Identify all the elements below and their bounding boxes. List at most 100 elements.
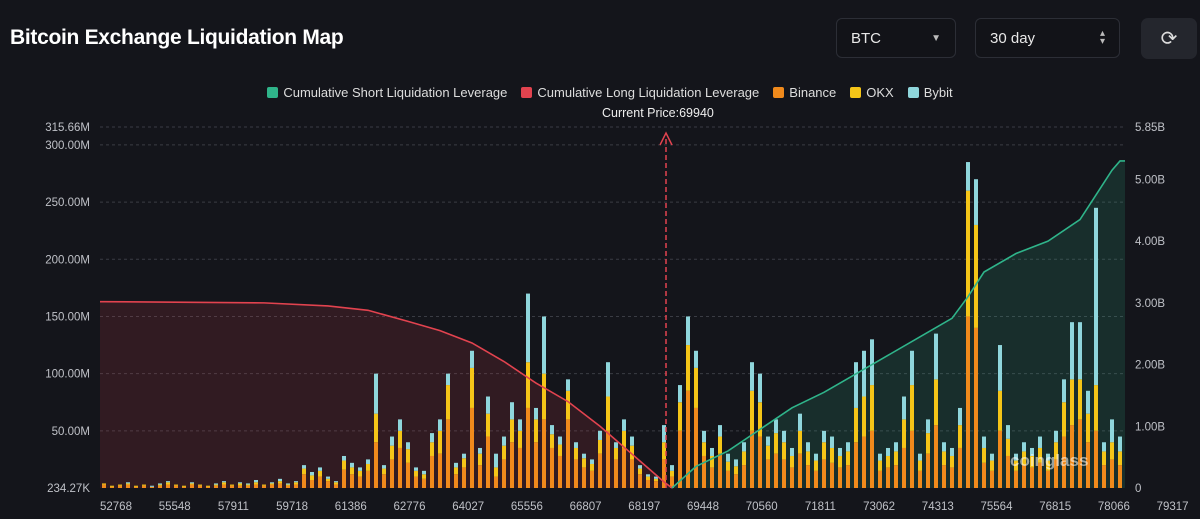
short-area: [672, 160, 1125, 488]
binance-bar: [398, 447, 402, 488]
binance-bar: [350, 474, 354, 488]
okx-bar: [806, 451, 810, 466]
bybit-bar: [446, 373, 450, 386]
bybit-bar: [166, 481, 170, 483]
binance-bar: [118, 485, 122, 488]
current-price-label: Current Price:69940: [602, 106, 714, 120]
binance-bar: [774, 453, 778, 488]
binance-bar: [1054, 459, 1058, 488]
binance-bar: [262, 485, 266, 488]
okx-bar: [550, 434, 554, 448]
binance-bar: [830, 462, 834, 488]
binance-bar: [886, 467, 890, 488]
binance-bar: [926, 453, 930, 488]
okx-bar: [1054, 442, 1058, 460]
binance-bar: [302, 474, 306, 488]
okx-bar: [846, 451, 850, 466]
bybit-bar: [310, 471, 314, 476]
legend-binance[interactable]: Binance: [773, 85, 836, 100]
bybit-bar: [222, 481, 226, 483]
binance-bar: [542, 419, 546, 488]
bybit-bar: [190, 482, 194, 484]
legend-bybit[interactable]: Bybit: [907, 85, 953, 100]
current-price-arrow-icon: [659, 131, 673, 146]
binance-bar: [190, 484, 194, 488]
binance-bar: [838, 467, 842, 488]
bybit-bar: [1006, 425, 1010, 439]
binance-bar: [902, 447, 906, 488]
bybit-bar: [846, 442, 850, 452]
okx-bar: [1118, 451, 1122, 466]
okx-bar: [462, 458, 466, 468]
okx-bar: [390, 445, 394, 460]
binance-bar: [1094, 430, 1098, 488]
bybit-bar: [790, 447, 794, 456]
okx-swatch: [850, 87, 862, 98]
binance-bar: [238, 485, 242, 488]
range-select-value: 30 day: [990, 29, 1036, 47]
legend-label: Binance: [789, 85, 837, 100]
legend: Cumulative Short Liquidation Leverage Cu…: [0, 85, 1200, 100]
refresh-button[interactable]: ⟳: [1141, 18, 1197, 59]
okx-bar: [982, 447, 986, 463]
range-select[interactable]: 30 day ▴ ▾: [975, 18, 1120, 58]
bybit-bar: [902, 396, 906, 420]
okx-bar: [534, 419, 538, 443]
binance-bar: [486, 436, 490, 488]
okx-bar: [334, 482, 338, 485]
x-tick-label: 65556: [511, 501, 543, 513]
okx-bar: [166, 482, 170, 485]
bybit-bar: [566, 379, 570, 391]
binance-bar: [270, 484, 274, 488]
binance-bar: [166, 484, 170, 488]
x-tick-label: 79317: [1157, 501, 1189, 513]
binance-bar: [134, 486, 138, 488]
okx-bar: [278, 481, 282, 484]
legend-okx[interactable]: OKX: [850, 85, 894, 100]
binance-bar: [1038, 462, 1042, 488]
binance-bar: [446, 419, 450, 488]
bybit-swatch: [907, 87, 919, 98]
bybit-bar: [862, 350, 866, 397]
okx-bar: [950, 455, 954, 468]
binance-bar: [1030, 467, 1034, 488]
binance-bar: [1062, 436, 1066, 488]
legend-short[interactable]: Cumulative Short Liquidation Leverage: [267, 85, 507, 100]
bybit-bar: [462, 453, 466, 459]
binance-bar: [590, 470, 594, 488]
okx-bar: [494, 467, 498, 477]
binance-bar: [1022, 465, 1026, 488]
binance-bar: [806, 465, 810, 488]
bybit-bar: [766, 436, 770, 446]
bybit-bar: [294, 481, 298, 483]
binance-bar: [846, 465, 850, 488]
okx-bar: [1006, 438, 1010, 456]
coin-select[interactable]: BTC ▼: [836, 18, 956, 58]
binance-bar: [374, 442, 378, 488]
okx-bar: [974, 224, 978, 328]
left-tick-label: 315.66M: [45, 122, 90, 134]
x-tick-label: 76815: [1039, 501, 1071, 513]
binance-bar: [478, 465, 482, 488]
okx-bar: [414, 470, 418, 477]
binance-bar: [342, 469, 346, 488]
bybit-bar: [550, 425, 554, 435]
x-tick-label: 55548: [159, 501, 191, 513]
binance-bar: [966, 316, 970, 488]
binance-bar: [574, 459, 578, 488]
left-tick-label: 50.00M: [52, 426, 90, 438]
okx-bar: [118, 484, 122, 486]
okx-bar: [326, 478, 330, 482]
right-tick-label: 5.00B: [1135, 174, 1165, 186]
binance-bar: [910, 430, 914, 488]
left-tick-label: 150.00M: [45, 311, 90, 323]
page-title: Bitcoin Exchange Liquidation Map: [10, 26, 344, 49]
legend-long[interactable]: Cumulative Long Liquidation Leverage: [521, 85, 759, 100]
x-tick-label: 70560: [746, 501, 778, 513]
okx-bar: [702, 442, 706, 456]
okx-bar: [870, 385, 874, 431]
binance-bar: [990, 470, 994, 488]
right-tick-label: 5.85B: [1135, 122, 1165, 134]
okx-bar: [158, 484, 162, 486]
bybit-bar: [718, 425, 722, 437]
